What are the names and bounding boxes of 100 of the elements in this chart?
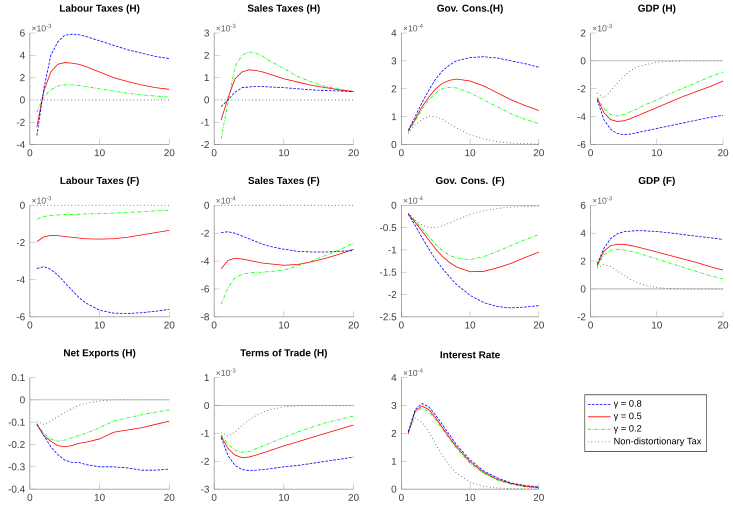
y-tick-label: -2	[16, 118, 25, 126]
x-tick-label: 0	[212, 322, 216, 329]
line-series	[36, 62, 170, 128]
x-tick-label: 20	[348, 322, 359, 329]
x-tick-label: 10	[94, 149, 105, 156]
y-tick-label: 0	[204, 202, 210, 209]
y-tick-label: -0.2	[8, 440, 25, 448]
line-series	[408, 212, 540, 260]
y-tick-label: -2	[201, 141, 209, 148]
chart-title: Labour Taxes (F)	[60, 176, 139, 186]
text: ×10$^{-3}$	[216, 24, 236, 32]
y-tick-label: 0	[580, 285, 586, 292]
x-tick-label: 20	[534, 322, 544, 329]
y-tick-label: -2	[16, 238, 25, 246]
x-tick-label: 20	[534, 494, 544, 501]
x-tick-label: 0	[588, 149, 593, 156]
x-tick-label: 20	[534, 149, 544, 156]
x-tick-label: 0	[28, 149, 32, 156]
y-tick-label: -0.3	[8, 463, 25, 470]
y-tick-label: 1	[392, 458, 396, 465]
x-tick-label: 10	[279, 322, 289, 329]
y-tick-label: -0.5	[380, 224, 396, 232]
y-tick-label: 1	[204, 374, 209, 382]
x-tick-label: 10	[652, 149, 662, 156]
y-tick-label: 2	[580, 30, 586, 36]
y-tick-label: 0	[392, 486, 396, 493]
text: ×10$^{-3}$	[32, 24, 52, 32]
x-tick-label: 0	[212, 149, 216, 156]
text: ×10$^{-3}$	[592, 24, 612, 32]
y-tick-label: -2	[201, 458, 209, 465]
y-tick-label: -4	[16, 141, 25, 148]
y-tick-label: 0.1	[12, 374, 25, 382]
legend-label: γ = 0.8	[614, 400, 642, 409]
y-tick-label: 1	[392, 113, 396, 120]
text: ×10$^{-4}$	[404, 368, 423, 376]
y-tick-label: 0	[20, 396, 25, 404]
y-tick-label: -4	[201, 258, 210, 264]
y-tick-label: 2	[392, 430, 396, 437]
y-tick-label: -6	[201, 285, 209, 292]
chart-title: Terms of Trade (H)	[240, 349, 327, 358]
text: ×10$^{-3}$	[216, 368, 236, 376]
x-tick-label: 20	[718, 149, 728, 156]
y-tick-label: -3	[201, 486, 209, 493]
x-tick-label: 10	[465, 149, 476, 156]
line-series	[408, 56, 540, 131]
line-series	[408, 78, 540, 131]
y-tick-label: 4	[391, 30, 396, 36]
chart-title: GDP (F)	[638, 176, 675, 186]
y-tick-label: 3	[392, 57, 396, 64]
y-tick-label: -2.5	[380, 313, 396, 320]
legend-label: γ = 0.5	[614, 412, 642, 421]
y-tick-label: -1	[388, 246, 396, 254]
x-tick-label: 10	[94, 322, 105, 329]
y-tick-label: 6	[580, 202, 586, 209]
y-tick-label: 0	[392, 141, 396, 148]
line-series	[220, 69, 354, 120]
y-tick-label: -1	[201, 430, 209, 437]
x-tick-label: 20	[718, 322, 728, 329]
text: ×10$^{-4}$	[404, 24, 423, 32]
text: ×10$^{-3}$	[592, 196, 612, 204]
text: ×10$^{-3}$	[32, 196, 52, 204]
chart-title: Gov. Cons.(H)	[437, 4, 503, 14]
y-tick-label: -0.4	[8, 486, 25, 493]
line-series	[36, 210, 170, 220]
line-series	[36, 410, 170, 442]
x-tick-label: 10	[465, 494, 476, 501]
chart-title: Labour Taxes (H)	[60, 4, 140, 14]
legend-label: Non-distortionary Tax	[614, 438, 702, 446]
y-tick-label: 2	[20, 74, 25, 82]
x-tick-label: 0	[28, 494, 32, 501]
y-tick-label: 4	[580, 230, 586, 237]
chart-title: GDP (H)	[638, 4, 676, 14]
y-tick-label: -8	[201, 313, 209, 320]
line-series	[36, 420, 170, 448]
chart-title: Sales Taxes (F)	[248, 176, 320, 186]
y-tick-label: 4	[391, 374, 396, 382]
chart-title: Interest Rate	[440, 351, 500, 358]
line-series	[36, 424, 170, 471]
text: ×10$^{-4}$	[404, 196, 423, 204]
line-series	[36, 84, 170, 113]
x-tick-label: 0	[398, 149, 404, 156]
y-tick-label: -2	[388, 291, 396, 298]
x-tick-label: 10	[94, 494, 105, 501]
x-tick-label: 0	[588, 322, 593, 329]
y-tick-label: -6	[577, 141, 586, 148]
y-tick-label: 4	[20, 52, 25, 59]
line-series	[596, 230, 724, 264]
line-series	[596, 244, 724, 271]
x-tick-label: 0	[28, 322, 32, 329]
x-tick-label: 10	[465, 322, 476, 329]
y-tick-label: 2	[392, 85, 396, 92]
y-tick-label: -0.1	[8, 418, 25, 426]
y-tick-label: 3	[392, 402, 396, 410]
x-tick-label: 0	[398, 494, 404, 501]
x-tick-label: 10	[652, 322, 662, 329]
y-tick-label: 0	[204, 96, 210, 104]
x-tick-label: 10	[279, 149, 289, 156]
y-tick-label: 2	[204, 52, 209, 59]
x-tick-label: 10	[279, 494, 289, 501]
line-series	[408, 214, 540, 308]
